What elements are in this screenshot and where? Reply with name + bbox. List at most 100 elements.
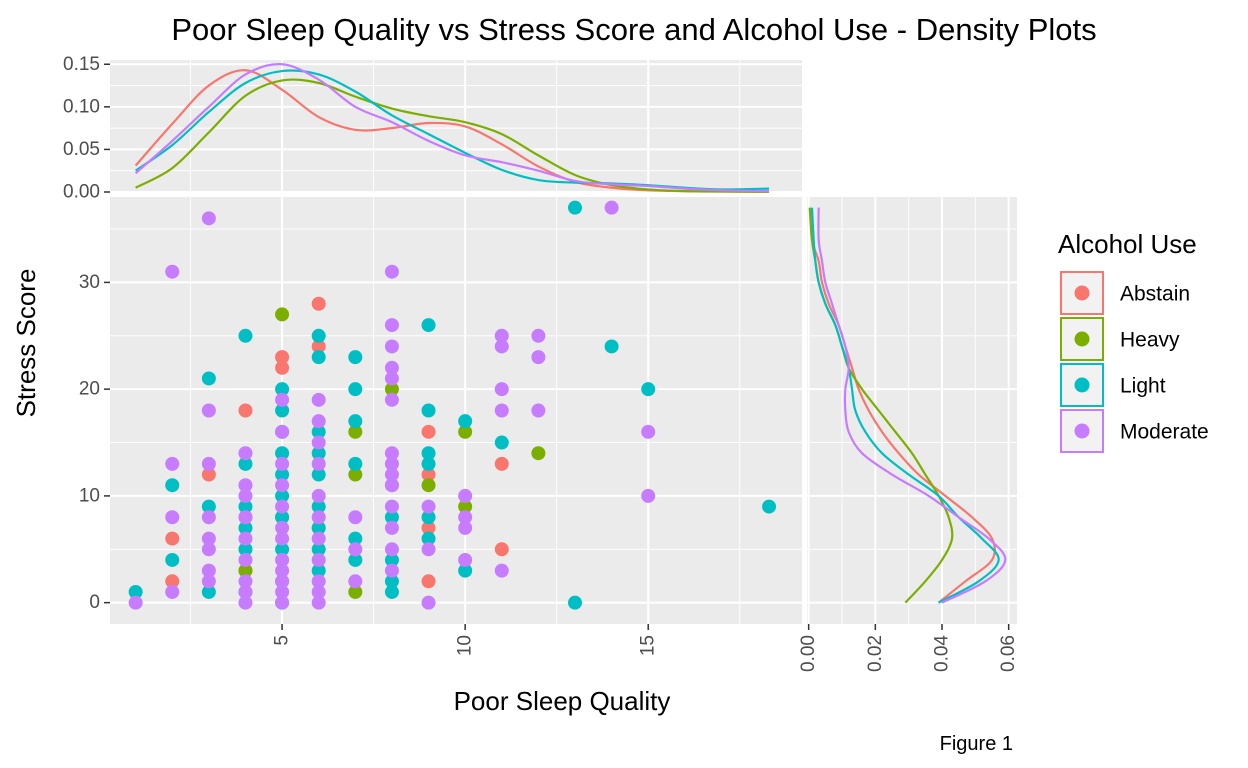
data-point	[384, 371, 399, 386]
data-point	[238, 328, 253, 343]
data-point	[384, 520, 399, 535]
legend-item-heavy: Heavy	[1060, 317, 1180, 361]
data-point	[641, 382, 656, 397]
data-point	[384, 360, 399, 375]
data-point	[384, 563, 399, 578]
data-point	[238, 542, 253, 557]
top-density-panel	[110, 60, 802, 192]
x-tick-label: 10	[455, 635, 476, 656]
data-point	[641, 424, 656, 439]
data-point	[421, 318, 436, 333]
data-point	[238, 478, 253, 493]
data-point	[494, 563, 509, 578]
data-point	[201, 456, 216, 471]
data-point	[348, 350, 363, 365]
top-density-y-axis: 0.00 0.05 0.10 0.15	[63, 54, 110, 203]
data-point	[494, 542, 509, 557]
right-density-x-axis: 0.00 0.02 0.04 0.06	[798, 624, 1019, 672]
data-point	[275, 360, 290, 375]
data-point	[384, 552, 399, 567]
data-point	[238, 552, 253, 567]
chart-title: Poor Sleep Quality vs Stress Score and A…	[171, 12, 1096, 47]
data-point	[458, 552, 473, 567]
data-point	[348, 552, 363, 567]
data-point	[384, 446, 399, 461]
data-point	[238, 595, 253, 610]
right-x-tick-label: 0.02	[865, 635, 886, 672]
data-point	[238, 403, 253, 418]
data-point	[201, 510, 216, 525]
data-point	[458, 414, 473, 429]
data-point	[275, 595, 290, 610]
y-tick-label: 0	[89, 592, 100, 613]
data-point	[311, 350, 326, 365]
data-point	[311, 392, 326, 407]
scatter-points	[128, 200, 777, 610]
data-point	[275, 467, 290, 482]
legend-label: Abstain	[1120, 283, 1190, 306]
data-point	[201, 563, 216, 578]
data-point	[384, 318, 399, 333]
right-density-light	[810, 207, 1000, 604]
data-point	[201, 584, 216, 599]
data-point	[458, 424, 473, 439]
x-tick-label: 15	[638, 635, 659, 656]
data-point	[275, 350, 290, 365]
data-point	[384, 478, 399, 493]
top-density-heavy	[135, 78, 770, 193]
data-point	[604, 339, 619, 354]
data-point	[165, 264, 180, 279]
right-density-abstain	[809, 207, 997, 604]
data-point	[238, 563, 253, 578]
top-y-tick-label: 0.10	[63, 96, 100, 117]
data-point	[348, 584, 363, 599]
data-point	[458, 488, 473, 503]
data-point	[238, 456, 253, 471]
data-point	[201, 467, 216, 482]
data-point	[311, 574, 326, 589]
data-point	[494, 382, 509, 397]
x-tick-label: 5	[272, 635, 293, 646]
data-point	[201, 499, 216, 514]
series-moderate	[128, 200, 656, 610]
data-point	[165, 574, 180, 589]
data-point	[641, 488, 656, 503]
data-point	[384, 382, 399, 397]
right-x-tick-label: 0.06	[998, 635, 1019, 672]
data-point	[165, 510, 180, 525]
top-y-tick-label: 0.05	[63, 139, 100, 160]
legend-item-moderate: Moderate	[1060, 409, 1209, 453]
data-point	[201, 531, 216, 546]
data-point	[421, 499, 436, 514]
data-point	[348, 510, 363, 525]
data-point	[275, 382, 290, 397]
data-point	[421, 510, 436, 525]
data-point	[421, 531, 436, 546]
data-point	[384, 510, 399, 525]
scatter-grid	[110, 197, 802, 624]
data-point	[275, 542, 290, 557]
data-point	[275, 510, 290, 525]
data-point	[275, 584, 290, 599]
data-point	[311, 552, 326, 567]
data-point	[275, 456, 290, 471]
legend-item-abstain: Abstain	[1060, 271, 1190, 315]
data-point	[421, 446, 436, 461]
data-point	[494, 403, 509, 418]
right-density-moderate	[817, 207, 1007, 604]
series-heavy	[238, 307, 546, 599]
x-axis-label: Poor Sleep Quality	[454, 686, 671, 716]
data-point	[531, 350, 546, 365]
legend-label: Heavy	[1120, 329, 1180, 352]
y-tick-label: 20	[79, 379, 100, 400]
legend: Alcohol Use Abstain Heavy Light Moderate	[1058, 229, 1209, 453]
data-point	[128, 584, 143, 599]
data-point	[201, 542, 216, 557]
data-point	[165, 584, 180, 599]
top-y-tick-label: 0.00	[63, 182, 100, 203]
data-point	[531, 403, 546, 418]
data-point	[311, 595, 326, 610]
data-point	[384, 584, 399, 599]
data-point	[201, 211, 216, 226]
data-point	[604, 200, 619, 215]
